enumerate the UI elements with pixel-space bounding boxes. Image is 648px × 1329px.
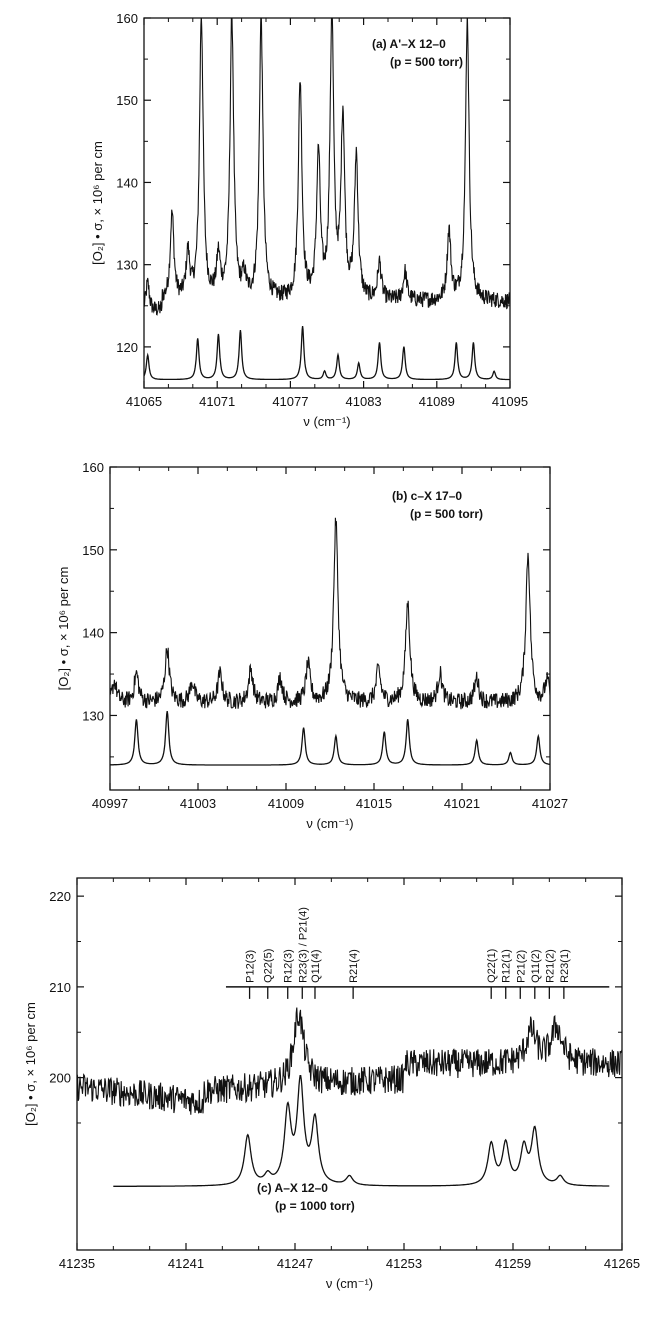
line-assignment-label: R12(3) [283, 949, 295, 983]
panel-b-chart: 40997 41003 41009 41015 41021 41027 130 140 150 1… [56, 460, 568, 831]
line-assignment-label: Q22(1) [486, 949, 498, 983]
y-tick-label: 140 [82, 626, 104, 641]
y-tick-label: 150 [116, 93, 138, 108]
x-tick-label: 40997 [92, 796, 128, 811]
panel-annotation-title: (b) c–X 17–0 [392, 489, 462, 503]
simulated-series-line [110, 711, 550, 766]
line-assignment-label: Q11(4) [310, 949, 322, 982]
x-tick-label: 41003 [180, 796, 216, 811]
line-assignment-label: Q11(2) [530, 949, 542, 982]
x-tick-label: 41241 [168, 1256, 204, 1271]
line-assignment-label: R21(2) [544, 949, 556, 983]
y-tick-label: 200 [49, 1071, 71, 1086]
x-tick-label: 41021 [444, 796, 480, 811]
plot-frame [109, 466, 551, 791]
y-axis-label: [O₂] • σ, × 10⁶ per cm [23, 1002, 38, 1126]
y-tick-label: 160 [82, 460, 104, 475]
panel-c-chart: 41235 41241 41247 41253 41259 41265 200 210 220 ν… [23, 877, 640, 1291]
y-axis-label: [O₂] • σ, × 10⁶ per cm [90, 141, 105, 265]
x-tick-label: 41247 [277, 1256, 313, 1271]
x-axis-label: ν (cm⁻¹) [303, 414, 350, 429]
plot-frame [76, 877, 623, 1251]
x-axis-label: ν (cm⁻¹) [326, 1276, 373, 1291]
x-tick-label: 41027 [532, 796, 568, 811]
y-tick-label: 130 [82, 708, 104, 723]
line-assignment-label: P21(2) [515, 950, 527, 983]
simulated-series-line [144, 326, 510, 381]
y-tick-label: 210 [49, 980, 71, 995]
line-assignment-label: P12(3) [245, 950, 257, 983]
measured-series-line [77, 1007, 622, 1115]
panel-annotation-pressure: (p = 500 torr) [390, 55, 463, 69]
x-tick-label: 41095 [492, 394, 528, 409]
x-tick-label: 41259 [495, 1256, 531, 1271]
x-tick-label: 41065 [126, 394, 162, 409]
panel-annotation-title: (c) A–X 12–0 [257, 1181, 328, 1195]
x-tick-label: 41265 [604, 1256, 640, 1271]
line-assignment-label: Q22(5) [263, 949, 275, 983]
x-tick-label: 41077 [272, 394, 308, 409]
x-tick-label: 41235 [59, 1256, 95, 1271]
x-tick-label: 41009 [268, 796, 304, 811]
y-tick-label: 120 [116, 340, 138, 355]
panel-annotation-pressure: (p = 500 torr) [410, 507, 483, 521]
x-tick-label: 41015 [356, 796, 392, 811]
x-tick-label: 41083 [346, 394, 382, 409]
x-axis-label: ν (cm⁻¹) [306, 816, 353, 831]
panel-annotation-title: (a) A'–X 12–0 [372, 37, 446, 51]
x-tick-label: 41071 [199, 394, 235, 409]
y-tick-label: 130 [116, 258, 138, 273]
y-axis-label: [O₂] • σ, × 10⁶ per cm [56, 567, 71, 691]
y-tick-label: 140 [116, 175, 138, 190]
y-tick-label: 160 [116, 11, 138, 26]
y-tick-label: 150 [82, 543, 104, 558]
line-assignment-label: R21(4) [348, 949, 360, 983]
line-assignment-label: R23(3) / P21(4) [297, 907, 309, 983]
simulated-series-line [113, 1074, 610, 1187]
panel-annotation-pressure: (p = 1000 torr) [275, 1199, 355, 1213]
line-assignment-label: R23(1) [559, 949, 571, 983]
x-tick-label: 41089 [419, 394, 455, 409]
panel-a-chart: 41065 41071 41077 41083 41089 41095 120 130 140 1… [90, 11, 528, 429]
plot-frame [143, 17, 511, 389]
measured-series-line [144, 18, 510, 316]
x-tick-label: 41253 [386, 1256, 422, 1271]
measured-series-line [110, 517, 550, 710]
y-tick-label: 220 [49, 889, 71, 904]
line-assignment-label: R12(1) [501, 949, 513, 983]
